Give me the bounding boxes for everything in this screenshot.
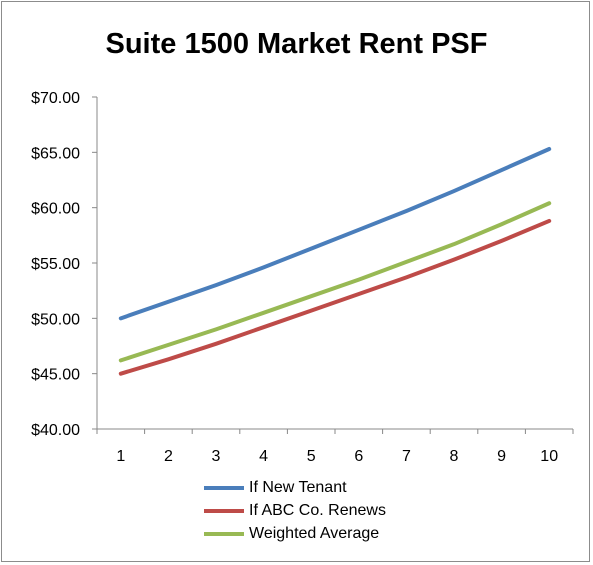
legend-label-0: If New Tenant xyxy=(249,479,347,496)
x-tick-label: 4 xyxy=(259,448,268,465)
series-line-0 xyxy=(118,147,552,321)
y-tick-label: $40.00 xyxy=(31,422,80,439)
legend-swatch-0 xyxy=(204,486,244,490)
series-line-1 xyxy=(118,218,552,376)
legend-item-0: If New Tenant xyxy=(204,477,347,499)
y-tick-label: $50.00 xyxy=(31,311,80,328)
x-tick-label: 9 xyxy=(497,448,506,465)
x-tick-label: 6 xyxy=(354,448,363,465)
series-line-2 xyxy=(118,201,552,363)
legend-item-2: Weighted Average xyxy=(204,523,379,545)
y-tick-label: $55.00 xyxy=(31,256,80,273)
legend-label-2: Weighted Average xyxy=(249,525,380,542)
x-tick-label: 2 xyxy=(164,448,173,465)
x-tick-label: 5 xyxy=(307,448,316,465)
y-tick-label: $45.00 xyxy=(31,367,80,384)
x-tick-label: 3 xyxy=(212,448,221,465)
y-tick-label: $60.00 xyxy=(31,201,80,218)
y-tick-label: $70.00 xyxy=(31,90,80,107)
legend-swatch-2 xyxy=(204,532,244,536)
x-tick-label: 7 xyxy=(402,448,411,465)
legend-label-1: If ABC Co. Renews xyxy=(249,502,386,519)
x-tick-label: 8 xyxy=(450,448,459,465)
x-tick-label: 10 xyxy=(540,448,558,465)
legend-item-1: If ABC Co. Renews xyxy=(204,500,386,522)
legend-swatch-1 xyxy=(204,509,244,513)
chart-title: Suite 1500 Market Rent PSF xyxy=(105,28,488,60)
x-tick-label: 1 xyxy=(116,448,125,465)
y-tick-label: $65.00 xyxy=(31,145,80,162)
